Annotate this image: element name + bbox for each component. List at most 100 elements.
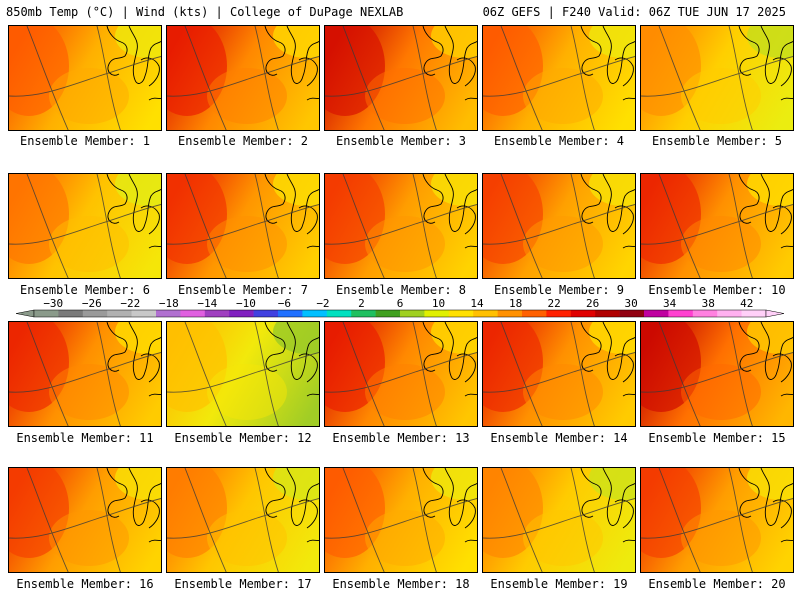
colorbar-tick-label: −22 (120, 297, 140, 310)
ensemble-member-label: Ensemble Member: 13 (332, 431, 470, 445)
height-contours (483, 174, 635, 278)
temperature-field (9, 26, 161, 130)
height-contours (167, 468, 319, 572)
colorbar-swatch (717, 310, 742, 317)
ensemble-member-label: Ensemble Member: 17 (174, 577, 312, 591)
height-contours (9, 26, 161, 130)
ensemble-member-label: Ensemble Member: 5 (651, 134, 783, 148)
colorbar-tick-label: −10 (236, 297, 256, 310)
ensemble-member-map (640, 467, 794, 573)
colorbar-tick-label: 14 (470, 297, 484, 310)
temperature-field (167, 174, 319, 278)
ensemble-member-map (482, 173, 636, 279)
colorbar-max-arrow (765, 309, 785, 318)
colorbar-swatch (668, 310, 694, 317)
height-contours (325, 322, 477, 426)
colorbar-swatch (473, 310, 498, 317)
ensemble-member-label: Ensemble Member: 16 (16, 577, 154, 591)
temperature-field (641, 174, 793, 278)
great-lakes-coastline (738, 174, 793, 249)
ensemble-member-map (166, 467, 320, 573)
great-lakes-coastline (422, 26, 477, 101)
great-lakes-coastline (264, 468, 319, 543)
temperature-field (325, 174, 477, 278)
colorbar-swatch (619, 310, 645, 317)
height-contours (325, 468, 477, 572)
temperature-field (641, 468, 793, 572)
ensemble-member-label: Ensemble Member: 4 (493, 134, 625, 148)
colorbar-swatch (497, 310, 523, 317)
temperature-colorbar: −30 −26 −22 −18 −14 −10 −6 −2 2 6 10 14 18 22 26 30 34 38… (15, 297, 785, 318)
ensemble-member-label: Ensemble Member: 18 (332, 577, 470, 591)
great-lakes-coastline (738, 26, 793, 101)
ensemble-member-label: Ensemble Member: 1 (19, 134, 151, 148)
great-lakes-coastline (106, 26, 161, 101)
colorbar-swatch (595, 310, 620, 317)
colorbar-swatch (644, 310, 669, 317)
ensemble-member-map (482, 321, 636, 427)
colorbar-swatch (448, 310, 474, 317)
temperature-field (325, 322, 477, 426)
colorbar-swatch (253, 310, 279, 317)
temperature-field (641, 322, 793, 426)
height-contours (641, 468, 793, 572)
colorbar-swatch (34, 310, 59, 317)
ensemble-member-map (324, 25, 478, 131)
colorbar-swatch (326, 310, 352, 317)
temperature-field (167, 26, 319, 130)
colorbar-swatch (229, 310, 254, 317)
great-lakes-coastline (580, 322, 635, 397)
ensemble-member-label: Ensemble Member: 14 (490, 431, 628, 445)
ensemble-member-label: Ensemble Member: 7 (177, 283, 309, 297)
ensemble-member-label: Ensemble Member: 11 (16, 431, 154, 445)
height-contours (9, 174, 161, 278)
temperature-field (9, 468, 161, 572)
ensemble-member-map (640, 173, 794, 279)
height-contours (167, 174, 319, 278)
colorbar-swatch (156, 310, 181, 317)
colorbar-swatch (131, 310, 157, 317)
colorbar-tick-label: −2 (316, 297, 329, 310)
temperature-field (167, 468, 319, 572)
ensemble-member-label: Ensemble Member: 3 (335, 134, 467, 148)
colorbar-tick-label: −6 (278, 297, 291, 310)
colorbar-swatch (522, 310, 547, 317)
colorbar-tick-label: −26 (82, 297, 102, 310)
height-contours (167, 26, 319, 130)
colorbar-tick-label: 6 (397, 297, 404, 310)
ensemble-member-map (482, 467, 636, 573)
model-run-valid-time: 06Z GEFS | F240 Valid: 06Z TUE JUN 17 20… (482, 5, 786, 19)
colorbar-swatch (741, 310, 767, 317)
ensemble-member-label: Ensemble Member: 15 (648, 431, 786, 445)
temperature-field (9, 322, 161, 426)
colorbar-swatch (58, 310, 84, 317)
colorbar-tick-label: 2 (358, 297, 365, 310)
temperature-field (483, 322, 635, 426)
map-title: 850mb Temp (°C) | Wind (kts) | College o… (6, 5, 404, 19)
ensemble-member-map (640, 25, 794, 131)
ensemble-member-map (8, 25, 162, 131)
temperature-field (167, 322, 319, 426)
colorbar-tick-label: 22 (547, 297, 560, 310)
ensemble-member-label: Ensemble Member: 20 (648, 577, 786, 591)
colorbar-swatch (400, 310, 425, 317)
ensemble-member-map (166, 321, 320, 427)
ensemble-member-label: Ensemble Member: 9 (493, 283, 625, 297)
colorbar-tick-label: 42 (740, 297, 753, 310)
great-lakes-coastline (738, 322, 793, 397)
colorbar-swatch (570, 310, 596, 317)
colorbar-swatch (424, 310, 450, 317)
great-lakes-coastline (106, 468, 161, 543)
great-lakes-coastline (264, 174, 319, 249)
height-contours (325, 26, 477, 130)
ensemble-member-label: Ensemble Member: 6 (19, 283, 151, 297)
ensemble-member-map (324, 321, 478, 427)
height-contours (641, 26, 793, 130)
ensemble-member-map (8, 321, 162, 427)
ensemble-member-map (482, 25, 636, 131)
colorbar-swatch (82, 310, 108, 317)
great-lakes-coastline (580, 468, 635, 543)
colorbar-tick-label: 10 (432, 297, 445, 310)
ensemble-member-map (324, 467, 478, 573)
colorbar-tick-label: 18 (509, 297, 522, 310)
